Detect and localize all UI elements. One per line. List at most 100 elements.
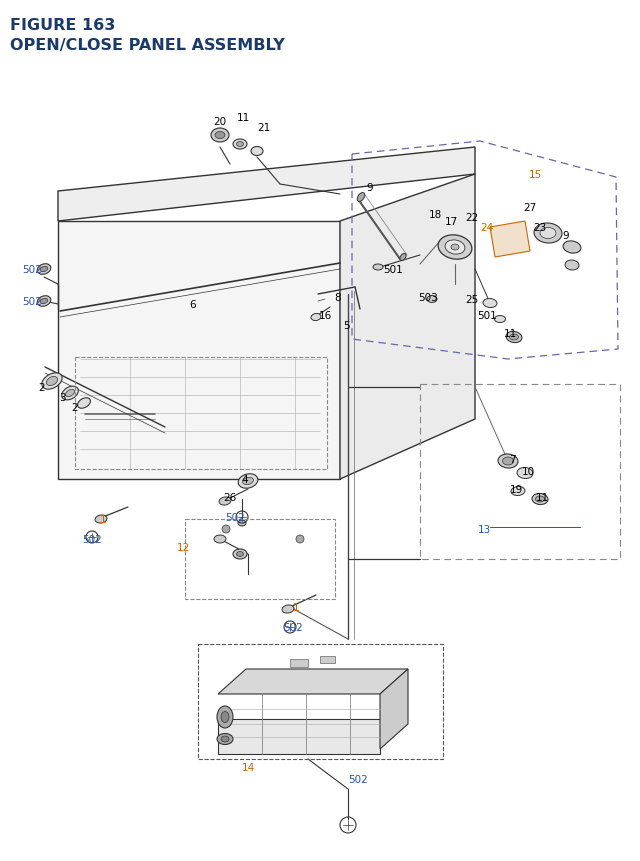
Text: 9: 9 <box>563 231 570 241</box>
Text: 21: 21 <box>257 123 271 133</box>
Text: 501: 501 <box>383 264 403 275</box>
Text: 5: 5 <box>342 320 349 331</box>
Polygon shape <box>320 656 335 663</box>
Polygon shape <box>218 669 408 694</box>
Polygon shape <box>58 148 475 222</box>
Text: 15: 15 <box>529 170 541 180</box>
Text: 12: 12 <box>177 542 189 553</box>
Text: 22: 22 <box>465 213 479 223</box>
Ellipse shape <box>282 605 294 613</box>
Ellipse shape <box>243 478 253 485</box>
Ellipse shape <box>311 314 321 321</box>
Ellipse shape <box>215 133 225 139</box>
Text: 502: 502 <box>348 774 368 784</box>
Text: 26: 26 <box>223 492 237 503</box>
Ellipse shape <box>534 224 562 244</box>
Ellipse shape <box>251 147 263 157</box>
Ellipse shape <box>427 296 437 303</box>
Ellipse shape <box>40 299 48 305</box>
Ellipse shape <box>532 494 548 505</box>
Text: 502: 502 <box>225 512 245 523</box>
Text: 9: 9 <box>367 183 373 193</box>
Ellipse shape <box>565 261 579 270</box>
Ellipse shape <box>37 296 51 307</box>
Ellipse shape <box>357 194 365 202</box>
Polygon shape <box>380 669 408 749</box>
Ellipse shape <box>95 516 107 523</box>
Ellipse shape <box>211 129 229 143</box>
Text: 19: 19 <box>509 485 523 494</box>
Ellipse shape <box>37 264 51 275</box>
Ellipse shape <box>217 706 233 728</box>
Text: 502: 502 <box>22 264 42 275</box>
Ellipse shape <box>373 264 383 270</box>
Ellipse shape <box>237 552 243 557</box>
Circle shape <box>222 525 230 533</box>
Text: 1: 1 <box>100 514 106 524</box>
Ellipse shape <box>563 242 581 254</box>
Ellipse shape <box>438 236 472 260</box>
Ellipse shape <box>495 316 506 323</box>
Text: 24: 24 <box>481 223 493 232</box>
Text: 18: 18 <box>428 210 442 220</box>
Text: OPEN/CLOSE PANEL ASSEMBLY: OPEN/CLOSE PANEL ASSEMBLY <box>10 38 285 53</box>
Ellipse shape <box>498 455 518 468</box>
Ellipse shape <box>506 332 522 344</box>
Text: 1: 1 <box>292 603 300 612</box>
Polygon shape <box>340 175 475 480</box>
Text: 2: 2 <box>72 403 78 412</box>
Text: 6: 6 <box>189 300 196 310</box>
Ellipse shape <box>511 487 525 496</box>
Ellipse shape <box>238 520 246 526</box>
Ellipse shape <box>238 474 258 489</box>
Text: 20: 20 <box>213 117 227 127</box>
Ellipse shape <box>502 457 513 466</box>
Ellipse shape <box>42 374 62 390</box>
Text: 11: 11 <box>236 113 250 123</box>
Ellipse shape <box>536 497 545 503</box>
Text: 13: 13 <box>477 524 491 535</box>
Text: 11: 11 <box>504 329 516 338</box>
Ellipse shape <box>221 736 229 742</box>
Text: 11: 11 <box>536 492 548 503</box>
Polygon shape <box>218 719 380 754</box>
Ellipse shape <box>47 377 58 386</box>
Polygon shape <box>290 660 308 667</box>
Ellipse shape <box>214 536 226 543</box>
Ellipse shape <box>61 387 78 400</box>
Text: 4: 4 <box>242 474 248 485</box>
Text: 27: 27 <box>524 202 536 213</box>
Text: 7: 7 <box>509 455 515 464</box>
Ellipse shape <box>445 240 465 255</box>
Ellipse shape <box>219 498 231 505</box>
Text: 25: 25 <box>465 294 479 305</box>
Ellipse shape <box>65 390 75 397</box>
Text: FIGURE 163: FIGURE 163 <box>10 18 115 33</box>
Ellipse shape <box>77 399 90 409</box>
Ellipse shape <box>540 228 556 239</box>
Ellipse shape <box>217 734 233 745</box>
Ellipse shape <box>509 335 518 341</box>
Ellipse shape <box>483 299 497 308</box>
Text: 23: 23 <box>533 223 547 232</box>
Ellipse shape <box>221 712 229 722</box>
Ellipse shape <box>237 142 243 147</box>
Text: 14: 14 <box>241 762 255 772</box>
Text: 502: 502 <box>82 535 102 544</box>
Ellipse shape <box>400 254 406 261</box>
Text: 16: 16 <box>318 311 332 320</box>
Text: 2: 2 <box>38 382 45 393</box>
Text: 3: 3 <box>59 393 65 403</box>
Text: 502: 502 <box>283 623 303 632</box>
Ellipse shape <box>517 468 533 479</box>
Text: 502: 502 <box>22 297 42 307</box>
Text: 503: 503 <box>418 293 438 303</box>
Polygon shape <box>58 222 340 480</box>
Ellipse shape <box>233 549 247 560</box>
Text: 10: 10 <box>522 467 534 476</box>
Ellipse shape <box>233 139 247 150</box>
Circle shape <box>296 536 304 543</box>
Text: 501: 501 <box>477 311 497 320</box>
Ellipse shape <box>40 267 48 272</box>
Ellipse shape <box>451 245 459 251</box>
